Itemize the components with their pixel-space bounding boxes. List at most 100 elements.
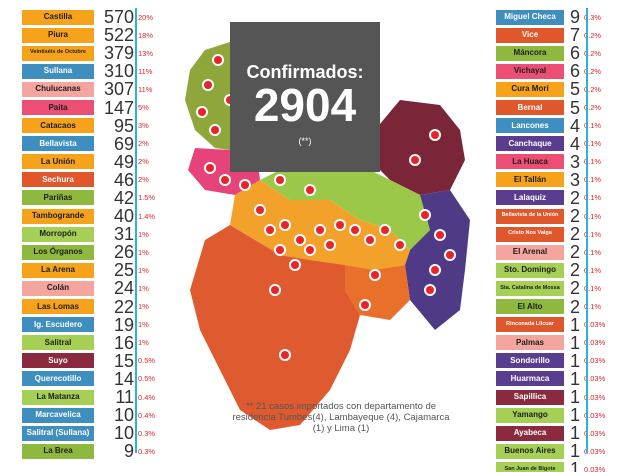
district-percent: 0.03% (584, 428, 606, 438)
district-row: Canchaque 4 0.1% (496, 135, 636, 153)
district-row: Lalaquiz 2 0.1% (496, 189, 636, 207)
district-row: Sullana 310 11% (22, 62, 172, 80)
district-percent: 2% (138, 139, 149, 149)
district-name: Cristo Nos Valga (496, 226, 564, 242)
district-count: 5 (569, 79, 580, 100)
map-dot (281, 221, 289, 229)
district-name: Morropón (22, 226, 94, 242)
map-dot (336, 221, 344, 229)
district-count: 42 (113, 187, 134, 208)
map-dot (256, 206, 264, 214)
district-count: 15 (113, 350, 134, 371)
district-count: 2 (569, 187, 580, 208)
district-count: 6 (569, 61, 580, 82)
district-count: 9 (569, 7, 580, 28)
district-name: Sechura (22, 172, 94, 188)
district-name: El Alto (496, 299, 564, 315)
district-row: San Juan de Bigote 1 0.03% (496, 460, 636, 472)
district-name: La Brea (22, 443, 94, 459)
district-percent: 0.2% (584, 103, 602, 113)
district-percent: 1% (138, 229, 149, 239)
district-row: Morropón 31 1% (22, 225, 172, 243)
district-percent: 1.4% (138, 211, 156, 221)
district-name: Máncora (496, 45, 564, 61)
confirmed-total: 2904 (253, 79, 357, 131)
district-count: 4 (569, 115, 580, 136)
district-name: Cura Morí (496, 81, 564, 97)
district-name: Tambogrande (22, 208, 94, 224)
district-count: 1 (569, 332, 580, 353)
district-count: 10 (113, 405, 134, 426)
district-name: Sta. Catalina de Mossa (496, 280, 564, 296)
district-row: Ayabeca 1 0.03% (496, 424, 636, 442)
district-count: 1 (569, 441, 580, 462)
district-percent: 0.03% (584, 446, 606, 456)
map-dot (198, 108, 206, 116)
district-percent: 0.1% (584, 265, 602, 275)
district-row: Castilla 570 20% (22, 8, 172, 26)
district-row: Salitral (Sullana) 10 0.3% (22, 424, 172, 442)
district-name: Bellavista (22, 136, 94, 152)
district-name: Rinconada Llicuar (496, 317, 564, 333)
district-count: 1 (569, 459, 580, 472)
district-name: Huarmaca (496, 371, 564, 387)
district-percent: 1% (138, 283, 149, 293)
district-row: Cura Morí 5 0.2% (496, 80, 636, 98)
district-row: Vice 7 0.2% (496, 26, 636, 44)
district-row: El Tallán 3 0.1% (496, 171, 636, 189)
district-percent: 3% (138, 121, 149, 131)
map-region-huancabamba (405, 190, 470, 330)
map-dot (371, 271, 379, 279)
district-count: 25 (113, 260, 134, 281)
district-row: Cristo Nos Valga 2 0.1% (496, 225, 636, 243)
district-count: 9 (123, 441, 134, 462)
district-count: 26 (113, 242, 134, 263)
district-row: La Arena 25 1% (22, 261, 172, 279)
district-count: 147 (103, 97, 134, 118)
map-dot (381, 226, 389, 234)
district-percent: 0.5% (138, 374, 156, 384)
district-name: Sondorillo (496, 353, 564, 369)
district-name: Paita (22, 100, 94, 116)
map-dot (426, 286, 434, 294)
district-name: Ayabeca (496, 425, 564, 441)
district-name: Miguel Checa (496, 9, 564, 25)
district-row: Yamango 1 0.03% (496, 406, 636, 424)
district-row: Ig. Escudero 19 1% (22, 316, 172, 334)
district-row: Sechura 46 2% (22, 171, 172, 189)
district-count: 307 (103, 79, 134, 100)
district-name: Pariñas (22, 190, 94, 206)
district-name: Colán (22, 280, 94, 296)
district-name: Sto. Domingo (496, 262, 564, 278)
district-percent: 0.3% (138, 428, 156, 438)
district-percent: 0.03% (584, 392, 606, 402)
district-percent: 0.2% (584, 30, 602, 40)
district-percent: 0.1% (584, 193, 602, 203)
district-percent: 0.1% (584, 302, 602, 312)
district-count: 2 (569, 206, 580, 227)
district-percent: 0.1% (584, 247, 602, 257)
district-row: Bellavista 69 2% (22, 135, 172, 153)
district-row: Querecotillo 14 0.5% (22, 370, 172, 388)
district-name: Suyo (22, 353, 94, 369)
district-count: 22 (113, 296, 134, 317)
district-count: 2 (569, 260, 580, 281)
district-row: Suyo 15 0.5% (22, 352, 172, 370)
confirmed-note: (**) (298, 136, 312, 146)
map-region-ayabaca (370, 100, 465, 195)
district-row: Miguel Checa 9 0.3% (496, 8, 636, 26)
map-dot (241, 181, 249, 189)
district-percent: 0.1% (584, 175, 602, 185)
district-row: Paita 147 5% (22, 97, 172, 118)
district-percent: 0.1% (584, 139, 602, 149)
map-dot (351, 226, 359, 234)
district-row: Lancones 4 0.1% (496, 117, 636, 135)
district-row: Chulucanas 307 11% (22, 80, 172, 98)
district-row: La Brea 9 0.3% (22, 442, 172, 460)
divider-right (586, 8, 588, 453)
district-percent: 5% (138, 103, 149, 113)
divider-left (135, 8, 137, 453)
district-percent: 0.5% (138, 356, 156, 366)
district-row: Máncora 6 0.2% (496, 44, 636, 62)
district-row: La Huaca 3 0.1% (496, 153, 636, 171)
